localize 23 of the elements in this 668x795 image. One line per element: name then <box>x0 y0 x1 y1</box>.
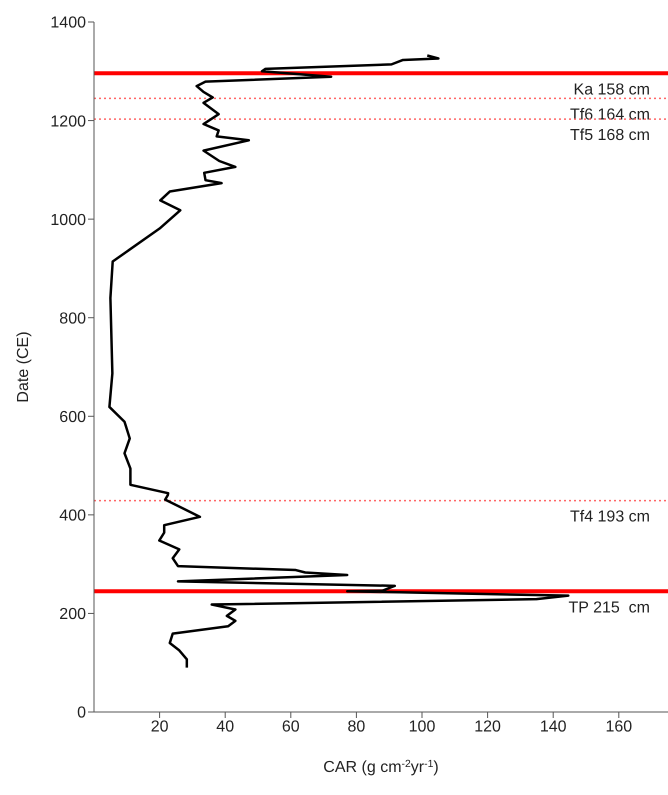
y-axis-title: Date (CE) <box>15 331 32 403</box>
x-tick-label: 140 <box>540 718 567 736</box>
ref-line-label: Tf5 168 cm <box>570 127 650 144</box>
x-tick-label: 160 <box>605 718 632 736</box>
x-axis-title: CAR (g cm$^{-2}$yr$^{-1}$) <box>323 758 439 776</box>
x-tick-label: 100 <box>408 718 436 736</box>
y-tick-label: 400 <box>59 508 86 525</box>
y-tick-label: 800 <box>59 310 86 328</box>
x-tick-label: 120 <box>474 718 502 736</box>
ref-line-label: TP 215 cm <box>568 599 650 616</box>
ref-line-label: Tf4 193 cm <box>570 508 650 526</box>
x-tick-label: 60 <box>282 718 300 736</box>
x-tick-label: 80 <box>348 718 366 736</box>
line-series <box>108 54 570 669</box>
ref-line-label: Ka 158 cm <box>574 81 650 98</box>
y-tick-label: 1200 <box>50 113 86 130</box>
y-tick-label: 600 <box>59 408 86 426</box>
x-tick-label: 40 <box>216 718 234 736</box>
y-tick-label: 1400 <box>50 14 86 32</box>
y-tick-label: 0 <box>77 704 86 722</box>
y-tick-label: 1000 <box>50 212 86 229</box>
y-tick-label: 200 <box>59 606 86 624</box>
x-tick-label: 20 <box>150 718 169 736</box>
